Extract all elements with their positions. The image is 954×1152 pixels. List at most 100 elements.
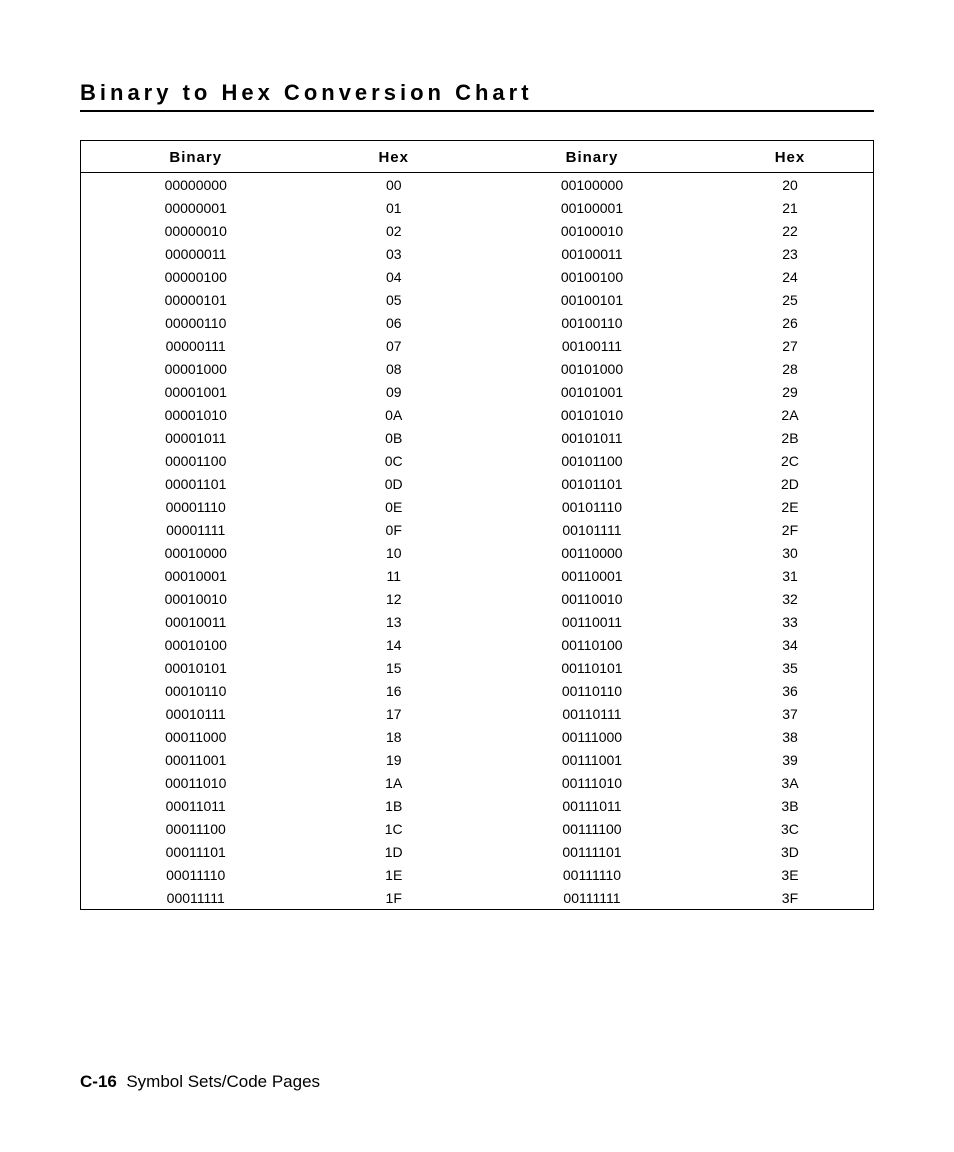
cell-binary-2: 00111001 bbox=[477, 748, 707, 771]
cell-binary-1: 00001001 bbox=[81, 380, 311, 403]
cell-hex-2: 2F bbox=[707, 518, 874, 541]
cell-binary-2: 00110111 bbox=[477, 702, 707, 725]
table-row: 000011110F001011112F bbox=[81, 518, 874, 541]
table-row: 000110111B001110113B bbox=[81, 794, 874, 817]
cell-binary-1: 00010100 bbox=[81, 633, 311, 656]
table-row: 000111001C001111003C bbox=[81, 817, 874, 840]
cell-hex-2: 3C bbox=[707, 817, 874, 840]
cell-binary-2: 00110101 bbox=[477, 656, 707, 679]
cell-binary-1: 00011010 bbox=[81, 771, 311, 794]
conversion-table: Binary Hex Binary Hex 000000000000100000… bbox=[80, 140, 874, 910]
cell-hex-2: 26 bbox=[707, 311, 874, 334]
cell-binary-1: 00000001 bbox=[81, 196, 311, 219]
cell-binary-2: 00110010 bbox=[477, 587, 707, 610]
cell-binary-2: 00110000 bbox=[477, 541, 707, 564]
cell-binary-1: 00010001 bbox=[81, 564, 311, 587]
cell-hex-1: 01 bbox=[310, 196, 477, 219]
cell-hex-1: 10 bbox=[310, 541, 477, 564]
cell-hex-2: 37 bbox=[707, 702, 874, 725]
table-row: 00001000080010100028 bbox=[81, 357, 874, 380]
cell-binary-2: 00101001 bbox=[477, 380, 707, 403]
cell-hex-2: 36 bbox=[707, 679, 874, 702]
table-row: 00000100040010010024 bbox=[81, 265, 874, 288]
table-row: 000011000C001011002C bbox=[81, 449, 874, 472]
cell-hex-1: 1B bbox=[310, 794, 477, 817]
cell-binary-1: 00011101 bbox=[81, 840, 311, 863]
cell-binary-2: 00110001 bbox=[477, 564, 707, 587]
cell-binary-1: 00010111 bbox=[81, 702, 311, 725]
cell-hex-1: 06 bbox=[310, 311, 477, 334]
cell-hex-1: 12 bbox=[310, 587, 477, 610]
cell-binary-2: 00100000 bbox=[477, 173, 707, 197]
cell-hex-2: 2D bbox=[707, 472, 874, 495]
cell-hex-2: 28 bbox=[707, 357, 874, 380]
table-row: 00010110160011011036 bbox=[81, 679, 874, 702]
cell-binary-2: 00111111 bbox=[477, 886, 707, 910]
cell-binary-1: 00000100 bbox=[81, 265, 311, 288]
cell-hex-2: 35 bbox=[707, 656, 874, 679]
cell-binary-1: 00001101 bbox=[81, 472, 311, 495]
cell-binary-2: 00100001 bbox=[477, 196, 707, 219]
cell-hex-2: 32 bbox=[707, 587, 874, 610]
cell-hex-1: 07 bbox=[310, 334, 477, 357]
cell-hex-2: 31 bbox=[707, 564, 874, 587]
cell-binary-1: 00011001 bbox=[81, 748, 311, 771]
table-row: 00011001190011100139 bbox=[81, 748, 874, 771]
table-row: 00010101150011010135 bbox=[81, 656, 874, 679]
table-row: 00010011130011001133 bbox=[81, 610, 874, 633]
cell-binary-2: 00111101 bbox=[477, 840, 707, 863]
cell-binary-2: 00101011 bbox=[477, 426, 707, 449]
cell-hex-2: 29 bbox=[707, 380, 874, 403]
cell-hex-2: 2C bbox=[707, 449, 874, 472]
cell-hex-1: 05 bbox=[310, 288, 477, 311]
cell-hex-1: 00 bbox=[310, 173, 477, 197]
table-row: 000011100E001011102E bbox=[81, 495, 874, 518]
cell-hex-1: 13 bbox=[310, 610, 477, 633]
col-header-hex-2: Hex bbox=[707, 141, 874, 173]
cell-hex-1: 04 bbox=[310, 265, 477, 288]
table-row: 00000011030010001123 bbox=[81, 242, 874, 265]
cell-binary-1: 00011000 bbox=[81, 725, 311, 748]
cell-binary-2: 00100110 bbox=[477, 311, 707, 334]
table-row: 000111111F001111113F bbox=[81, 886, 874, 910]
cell-hex-2: 3A bbox=[707, 771, 874, 794]
cell-binary-1: 00000101 bbox=[81, 288, 311, 311]
cell-binary-1: 00001100 bbox=[81, 449, 311, 472]
cell-binary-2: 00111110 bbox=[477, 863, 707, 886]
cell-hex-2: 3B bbox=[707, 794, 874, 817]
cell-binary-2: 00101010 bbox=[477, 403, 707, 426]
table-row: 00000110060010011026 bbox=[81, 311, 874, 334]
table-row: 00000000000010000020 bbox=[81, 173, 874, 197]
cell-hex-2: 27 bbox=[707, 334, 874, 357]
table-row: 00010000100011000030 bbox=[81, 541, 874, 564]
cell-hex-1: 02 bbox=[310, 219, 477, 242]
cell-binary-1: 00010010 bbox=[81, 587, 311, 610]
col-header-binary-2: Binary bbox=[477, 141, 707, 173]
cell-binary-1: 00000000 bbox=[81, 173, 311, 197]
cell-hex-1: 0D bbox=[310, 472, 477, 495]
cell-hex-2: 33 bbox=[707, 610, 874, 633]
col-header-hex-1: Hex bbox=[310, 141, 477, 173]
cell-binary-1: 00000010 bbox=[81, 219, 311, 242]
table-row: 000011010D001011012D bbox=[81, 472, 874, 495]
cell-hex-1: 0C bbox=[310, 449, 477, 472]
cell-binary-1: 00010011 bbox=[81, 610, 311, 633]
cell-hex-1: 17 bbox=[310, 702, 477, 725]
cell-binary-2: 00101110 bbox=[477, 495, 707, 518]
cell-binary-1: 00000111 bbox=[81, 334, 311, 357]
cell-hex-2: 20 bbox=[707, 173, 874, 197]
cell-hex-1: 0E bbox=[310, 495, 477, 518]
page-footer: C-16 Symbol Sets/Code Pages bbox=[80, 1072, 320, 1092]
cell-hex-1: 16 bbox=[310, 679, 477, 702]
cell-binary-1: 00010000 bbox=[81, 541, 311, 564]
table-row: 00000111070010011127 bbox=[81, 334, 874, 357]
cell-hex-2: 34 bbox=[707, 633, 874, 656]
table-row: 00000010020010001022 bbox=[81, 219, 874, 242]
cell-binary-1: 00001010 bbox=[81, 403, 311, 426]
cell-binary-1: 00010110 bbox=[81, 679, 311, 702]
cell-binary-2: 00110011 bbox=[477, 610, 707, 633]
table-row: 00001001090010100129 bbox=[81, 380, 874, 403]
cell-hex-2: 2E bbox=[707, 495, 874, 518]
cell-hex-2: 3D bbox=[707, 840, 874, 863]
cell-binary-2: 00100111 bbox=[477, 334, 707, 357]
